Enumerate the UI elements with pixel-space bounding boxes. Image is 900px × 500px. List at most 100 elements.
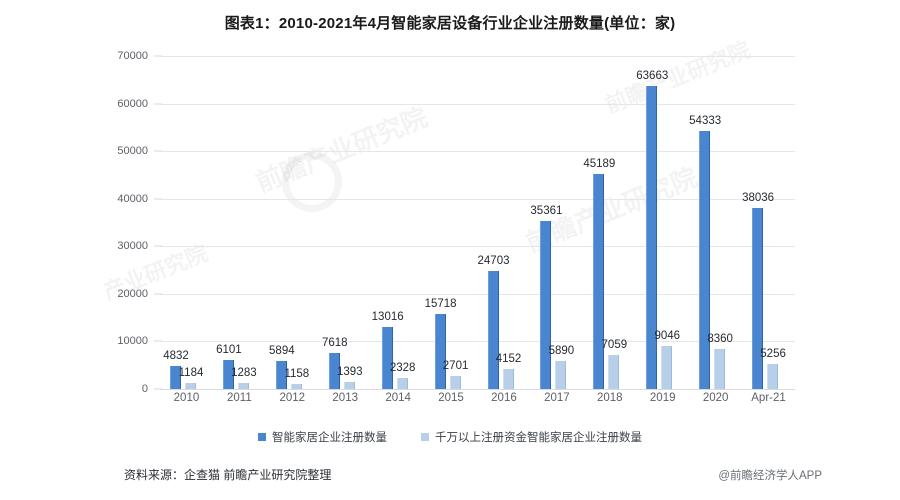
legend-item[interactable]: 智能家居企业注册数量	[258, 429, 387, 445]
bar-primary[interactable]	[540, 220, 552, 389]
y-axis-tick-label: 20000	[117, 287, 148, 300]
bar-primary[interactable]	[699, 130, 711, 389]
bar-value-label: 1158	[284, 367, 310, 380]
y-axis-tick-label: 30000	[117, 240, 148, 253]
gridline	[160, 246, 795, 248]
bar-primary[interactable]	[752, 208, 764, 389]
bar-value-label: 1184	[178, 367, 204, 380]
bar-value-label: 4152	[495, 353, 522, 366]
bar-value-label: 7059	[601, 339, 628, 352]
bar-value-label: 2328	[389, 361, 416, 374]
bar-value-label: 5894	[269, 344, 295, 357]
bar-group[interactable]: 54333 8360	[689, 56, 742, 389]
bar-value-label: 35361	[530, 204, 563, 217]
y-axis-tick-mark	[154, 245, 162, 247]
gridline	[160, 341, 795, 343]
bar-value-label: 38036	[742, 192, 775, 205]
legend-label: 智能家居企业注册数量	[272, 432, 387, 444]
gridlines	[160, 56, 795, 390]
bar-value-label: 13016	[371, 311, 404, 324]
bar-group[interactable]: 13016 2328	[372, 56, 425, 389]
bar-value-label: 24703	[477, 255, 510, 268]
bar-secondary[interactable]	[767, 364, 779, 389]
bar-group[interactable]: 4832 1184	[160, 56, 213, 389]
y-axis-tick-label: 40000	[117, 192, 148, 205]
app-attribution: @前瞻经济学人APP	[718, 470, 822, 482]
y-axis-tick-mark	[154, 340, 162, 342]
y-axis-tick-mark	[154, 293, 162, 295]
bar-secondary[interactable]	[608, 355, 620, 389]
x-axis-tick-label: 2013	[332, 392, 358, 404]
bar-primary[interactable]	[487, 271, 499, 389]
bar-primary[interactable]	[170, 366, 181, 389]
chart-legend: 智能家居企业注册数量 千万以上注册资金智能家居企业注册数量	[0, 429, 900, 445]
bar-group[interactable]: 15718 2701	[425, 56, 478, 389]
bar-primary[interactable]	[222, 359, 234, 389]
y-axis-tick-mark	[154, 198, 162, 200]
bars-layer: 4832 1184 6101 1283 5894 1158 7618 1393 13016 232…	[160, 56, 795, 389]
x-axis-tick-label: 2018	[596, 392, 623, 404]
bar-value-label: 54333	[689, 114, 722, 127]
bar-primary[interactable]	[434, 314, 446, 389]
bar-value-label: 9046	[654, 329, 681, 342]
gridline	[160, 56, 795, 57]
bar-group[interactable]: 5894 1158	[266, 56, 319, 389]
bar-group[interactable]: 35361 5890	[530, 56, 583, 389]
bar-secondary[interactable]	[396, 377, 408, 389]
legend-label: 千万以上注册资金智能家居企业注册数量	[435, 432, 642, 444]
bar-value-label: 1393	[336, 366, 363, 379]
bar-secondary[interactable]	[185, 383, 196, 389]
bar-group[interactable]: 24703 4152	[478, 56, 531, 389]
y-axis-tick-mark	[154, 150, 162, 152]
x-axis-tick-label: 2012	[279, 392, 306, 404]
bar-secondary[interactable]	[449, 376, 461, 389]
legend-swatch-icon	[258, 433, 266, 441]
legend-item[interactable]: 千万以上注册资金智能家居企业注册数量	[421, 429, 642, 445]
bar-value-label: 1283	[231, 366, 257, 379]
bar-value-label: 63663	[636, 70, 669, 83]
x-axis-tick-label: 2011	[227, 392, 252, 404]
bar-group[interactable]: 38036 5256	[742, 56, 795, 389]
legend-swatch-icon	[421, 433, 429, 441]
bar-secondary[interactable]	[237, 382, 249, 389]
gridline	[160, 389, 795, 390]
bar-secondary[interactable]	[502, 369, 514, 389]
x-axis-tick-label: 2015	[438, 392, 464, 404]
x-axis-tick-label: 2019	[649, 392, 676, 404]
bar-secondary[interactable]	[661, 345, 673, 389]
bar-primary[interactable]	[646, 86, 658, 389]
bar-secondary[interactable]	[290, 383, 302, 389]
bar-value-label: 4832	[163, 350, 189, 363]
bar-secondary[interactable]	[343, 382, 355, 389]
bar-value-label: 6101	[216, 343, 242, 356]
y-axis-tick-label: 10000	[117, 335, 148, 348]
bar-primary[interactable]	[593, 174, 605, 389]
bar-secondary[interactable]	[714, 349, 726, 389]
bar-group[interactable]: 6101 1283	[213, 56, 266, 389]
gridline	[160, 103, 795, 105]
bar-group[interactable]: 7618 1393	[319, 56, 372, 389]
bar-secondary[interactable]	[555, 360, 567, 389]
bar-group[interactable]: 63663 9046	[636, 56, 689, 389]
gridline	[160, 293, 795, 295]
y-axis-tick-label: 60000	[117, 97, 148, 110]
y-axis-tick-label: 0	[141, 383, 148, 395]
gridline	[160, 151, 795, 153]
x-axis-tick-label: 2020	[702, 392, 729, 404]
x-axis-tick-label: 2016	[491, 392, 517, 404]
bar-value-label: 8360	[707, 333, 733, 346]
y-axis-tick-label: 50000	[117, 145, 148, 158]
bar-value-label: 7618	[321, 336, 348, 349]
bar-value-label: 15718	[424, 298, 457, 311]
bar-value-label: 5256	[760, 348, 786, 360]
x-axis-tick-label: 2017	[544, 392, 570, 404]
chart-title: 图表1：2010-2021年4月智能家居设备行业企业注册数量(单位：家)	[224, 15, 676, 32]
y-axis-tick-mark	[154, 103, 162, 105]
plot-area: 4832 1184 6101 1283 5894 1158 7618 1393 13016 232…	[160, 56, 795, 390]
bar-group[interactable]: 45189 7059	[583, 56, 636, 389]
x-axis-tick-label: 2010	[173, 392, 200, 404]
bar-primary[interactable]	[275, 360, 287, 389]
bar-primary[interactable]	[381, 327, 393, 389]
bar-primary[interactable]	[328, 352, 340, 389]
